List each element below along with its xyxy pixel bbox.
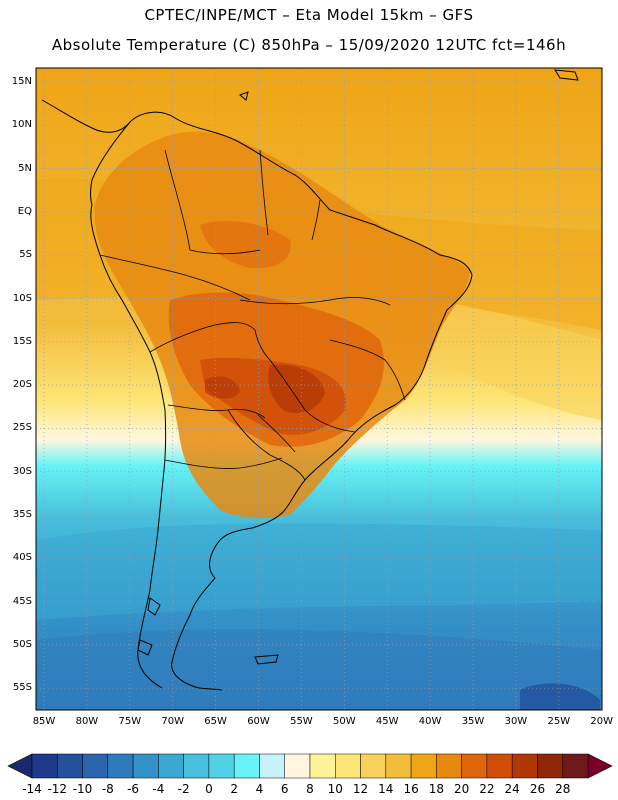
colorbar-label: 20 xyxy=(453,782,470,796)
lat-tick-label: 15S xyxy=(12,335,32,347)
colorbar-segment xyxy=(537,753,563,779)
colorbar-label: 28 xyxy=(555,782,571,796)
colorbar-segment xyxy=(82,753,109,779)
colorbar-label: 10 xyxy=(327,782,343,796)
lon-tick-label: 85W xyxy=(32,716,56,727)
plot-frame xyxy=(35,67,603,711)
lon-tick-label: 80W xyxy=(75,716,99,727)
lon-tick-label: 30W xyxy=(504,716,528,727)
colorbar-segment xyxy=(107,753,134,779)
colorbar-label: 14 xyxy=(378,782,394,796)
colorbar-label: 2 xyxy=(230,782,238,796)
colorbar-segment xyxy=(233,753,260,779)
colorbar-segment xyxy=(511,753,538,779)
colorbar-label: 22 xyxy=(479,782,495,796)
colorbar-segment xyxy=(410,753,437,779)
colorbar-segment xyxy=(562,753,589,779)
colorbar-high-cap xyxy=(587,753,613,779)
lon-tick-label: 65W xyxy=(204,716,227,727)
colorbar-label: -8 xyxy=(101,782,114,796)
colorbar-segment xyxy=(309,753,336,779)
lat-tick-label: 10S xyxy=(12,292,32,304)
lon-tick-label: 60W xyxy=(247,716,270,727)
colorbar-segment xyxy=(284,753,311,779)
lon-tick-label: 45W xyxy=(375,716,399,727)
colorbar-label: 4 xyxy=(255,782,264,796)
colorbar-low-cap xyxy=(7,753,33,779)
lat-tick-label: 5S xyxy=(19,249,32,261)
colorbar-segment xyxy=(461,753,488,779)
colorbar-label: 0 xyxy=(205,782,213,796)
colorbar xyxy=(7,753,613,779)
lon-tick-label: 55W xyxy=(290,716,313,727)
colorbar-segment xyxy=(335,753,361,779)
colorbar-segment xyxy=(360,753,387,779)
colorbar-label: -12 xyxy=(47,782,68,796)
lon-tick-label: 40W xyxy=(418,716,442,727)
colorbar-segment xyxy=(57,753,83,779)
colorbar-segment xyxy=(385,753,412,779)
chart-subtitle: Absolute Temperature (C) 850hPa – 15/09/… xyxy=(51,36,567,54)
colorbar-label: -2 xyxy=(177,782,190,796)
colorbar-segment xyxy=(31,753,58,779)
lat-tick-label: 25S xyxy=(12,422,32,434)
colorbar-segment xyxy=(208,753,235,779)
colorbar-label: 8 xyxy=(306,782,314,796)
lat-tick-label: 5N xyxy=(18,162,32,174)
lat-tick-label: EQ xyxy=(17,205,32,217)
lon-tick-label: 20W xyxy=(590,716,613,727)
lon-tick-label: 50W xyxy=(332,716,356,727)
lon-tick-label: 75W xyxy=(118,716,142,727)
colorbar-label: 24 xyxy=(504,782,520,796)
colorbar-label: -6 xyxy=(127,782,140,796)
colorbar-label: 6 xyxy=(280,782,289,796)
colorbar-label: -14 xyxy=(22,782,42,796)
temperature-field xyxy=(36,68,602,710)
coastlines xyxy=(41,69,579,691)
lon-tick-label: 25W xyxy=(547,716,571,727)
lat-tick-label: 30S xyxy=(12,465,32,477)
colorbar-label: 16 xyxy=(403,782,419,796)
lat-tick-label: 45S xyxy=(12,595,32,607)
colorbar-segment xyxy=(132,753,159,779)
colorbar-segment xyxy=(436,753,462,779)
lat-tick-label: 10N xyxy=(11,119,32,131)
lat-tick-label: 55S xyxy=(12,682,32,694)
colorbar-segment xyxy=(486,753,513,779)
colorbar-segment xyxy=(259,753,285,779)
lat-tick-label: 40S xyxy=(12,552,32,564)
lat-tick-label: 35S xyxy=(12,509,32,520)
colorbar-label: -4 xyxy=(152,782,165,796)
colorbar-label: -10 xyxy=(72,782,93,796)
lat-tick-label: 20S xyxy=(12,379,32,391)
lat-tick-label: 50S xyxy=(12,638,32,650)
lat-tick-label: 15N xyxy=(11,76,32,87)
colorbar-segment xyxy=(158,753,184,779)
colorbar-label: 12 xyxy=(352,782,369,796)
lon-tick-label: 35W xyxy=(461,716,485,727)
colorbar-label: 26 xyxy=(529,782,546,796)
colorbar-label: 18 xyxy=(428,782,444,796)
lon-tick-label: 70W xyxy=(161,716,184,727)
chart-title: CPTEC/INPE/MCT – Eta Model 15km – GFS xyxy=(144,6,474,24)
country-borders xyxy=(99,149,406,481)
colorbar-segment xyxy=(183,753,210,779)
